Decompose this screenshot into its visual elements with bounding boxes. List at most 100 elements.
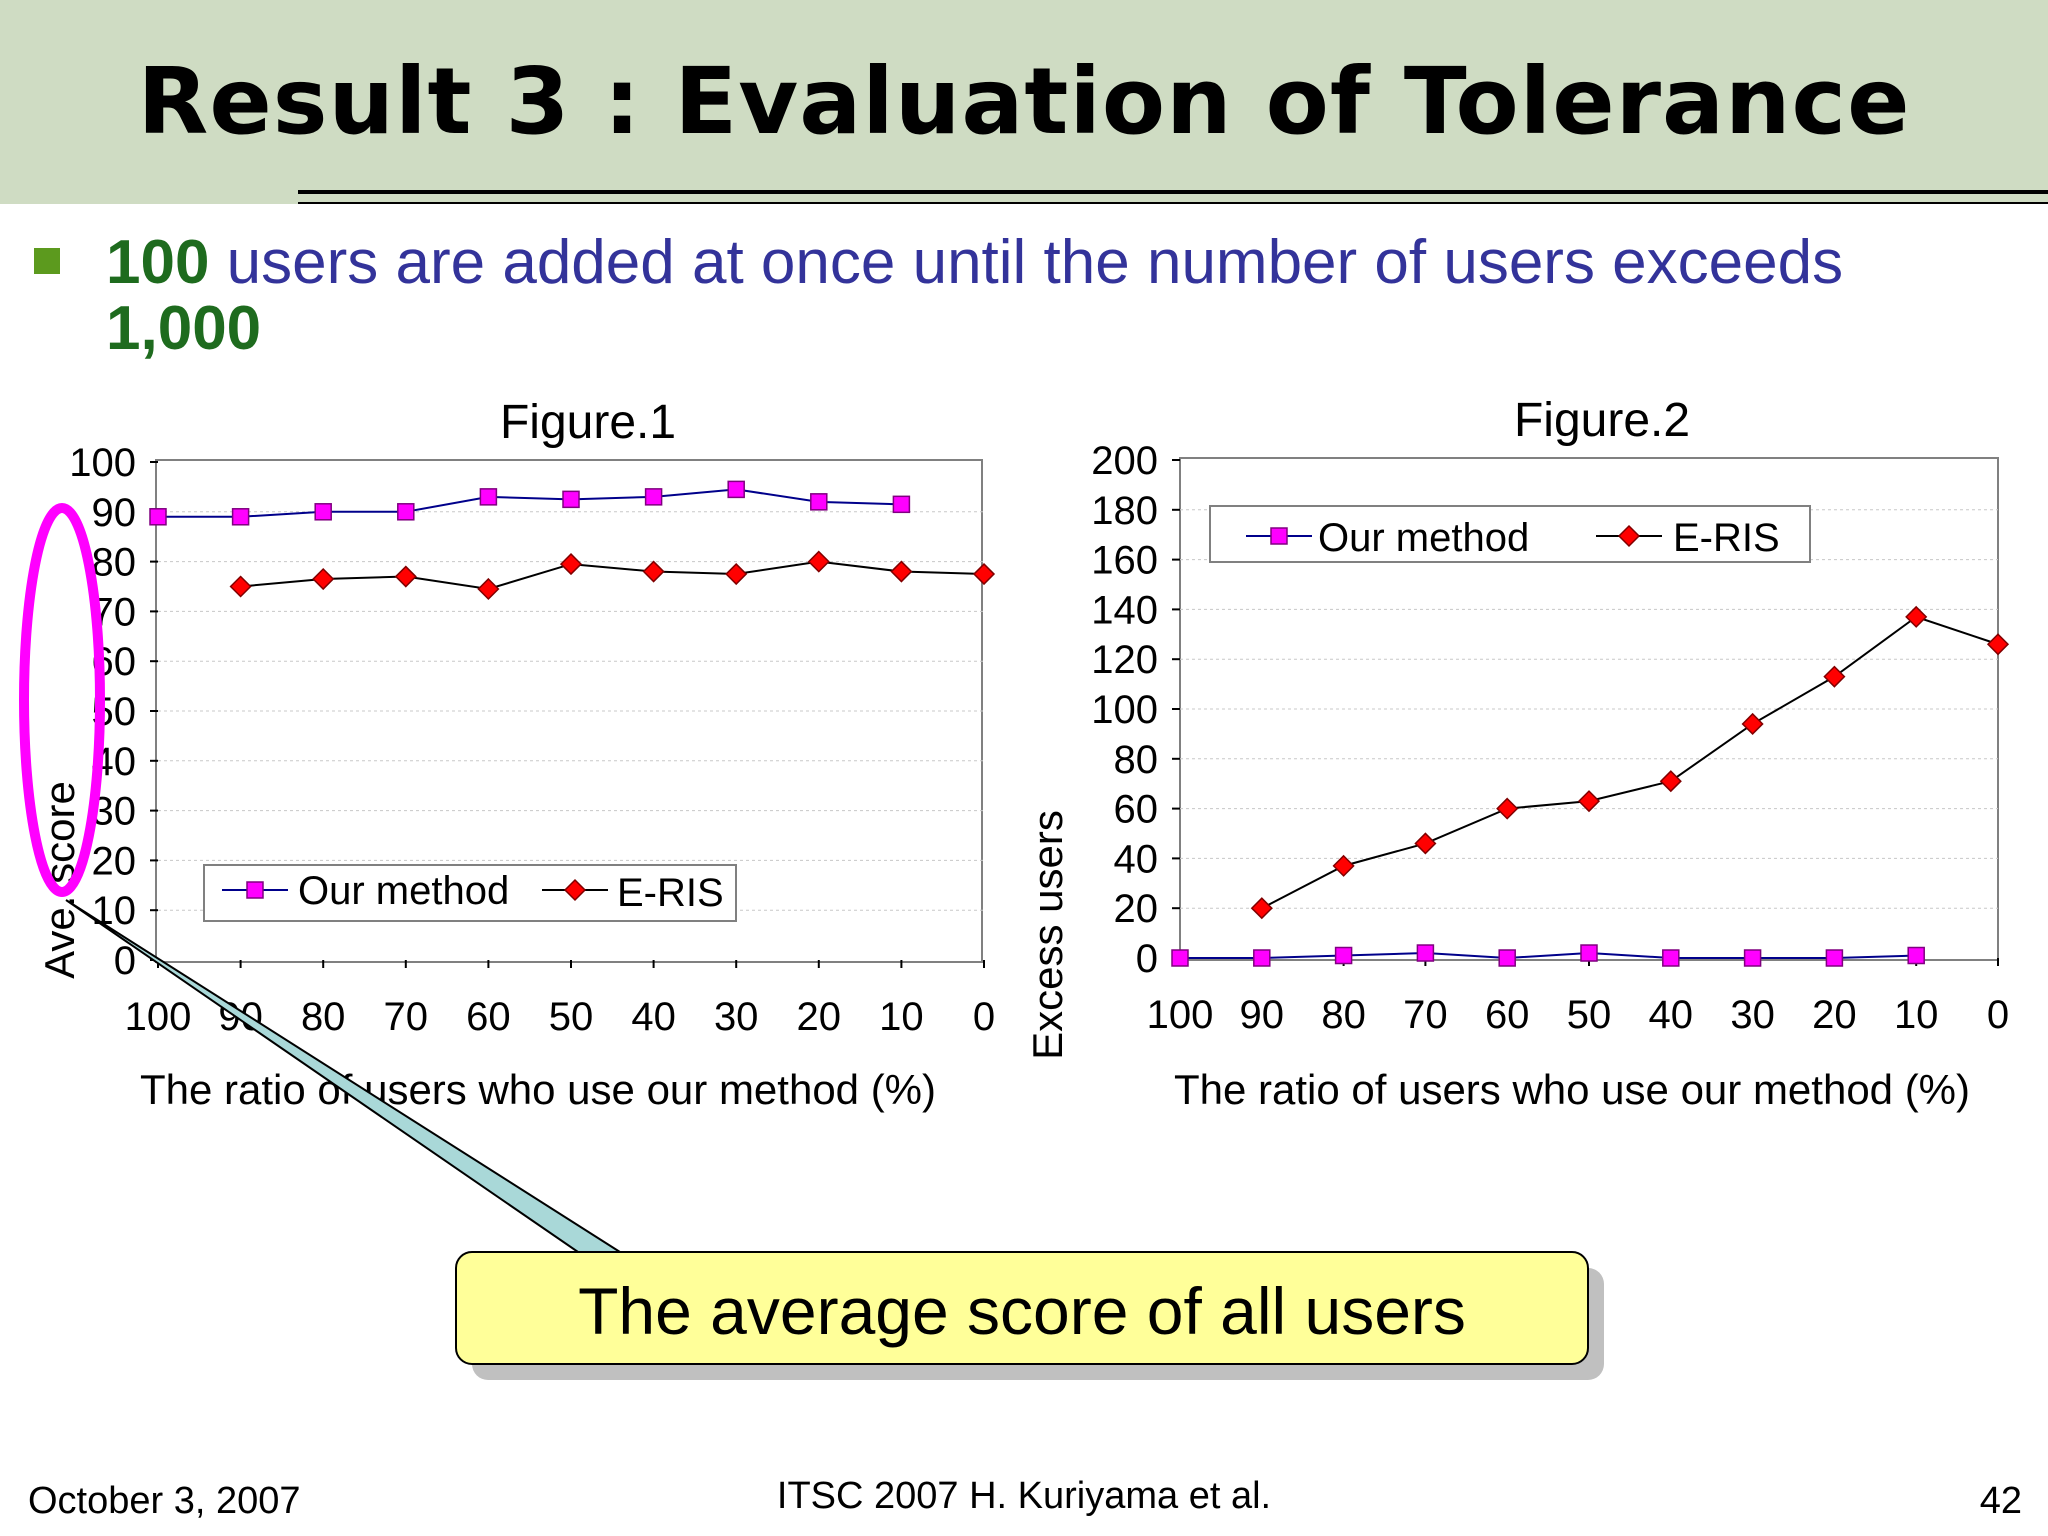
f2-y-tick-label: 120 (1091, 638, 1158, 682)
f1-eris-point (972, 562, 996, 586)
figure-2-legend: Our method E-RIS (1209, 505, 1811, 563)
figure-2-series (1171, 605, 2010, 967)
figure-2-legend-box (1209, 505, 1811, 563)
callout-box (455, 1251, 1589, 1365)
figure-2-title: Figure.2 (1514, 394, 1690, 447)
figure-1-legend-box (203, 864, 737, 922)
page-number: 42 (1979, 1480, 2022, 1522)
footer-author: ITSC 2007 H. Kuriyama et al. (776, 1475, 1272, 1517)
f2-x-tick-label: 70 (1403, 993, 1448, 1037)
figure-1-series (149, 480, 996, 601)
f1-our-method-point (231, 508, 250, 526)
f2-eris-point (1905, 605, 1928, 628)
f2-y-tick-label: 40 (1114, 837, 1159, 881)
f1-x-tick-label: 70 (384, 995, 429, 1039)
f1-y-tick-label: 90 (92, 491, 137, 535)
f2-eris-point (1659, 770, 1682, 793)
bullet-text: 100 users are added at once until the nu… (106, 230, 1966, 362)
title-rule-thin (298, 202, 2048, 204)
f2-our-method-line (1180, 952, 1917, 960)
figure-1-x-axis-label: The ratio of users who use our method (%… (140, 1066, 936, 1113)
f1-x-tick-label: 50 (549, 995, 594, 1039)
bullet-square-icon (34, 248, 60, 274)
slide-title: Result 3 : Evaluation of Tolerance (137, 48, 1911, 155)
f2-eris-point (1496, 797, 1519, 820)
f2-eris-point (1741, 712, 1764, 736)
f1-our-method-point (562, 490, 580, 509)
f1-x-tick-label: 20 (797, 995, 842, 1039)
footer-date: October 3, 2007 (28, 1480, 301, 1522)
f2-our-method-point (1825, 949, 1844, 967)
figure-1-legend-our-marker (246, 881, 264, 899)
f1-x-tick-label: 30 (714, 995, 759, 1039)
f2-our-method-point (1253, 949, 1271, 967)
figure-2-legend-our-label: Our method (1318, 516, 1529, 560)
f1-eris-line (240, 560, 985, 591)
figure-2-legend-eris-marker (1617, 524, 1641, 548)
f1-our-method-point (397, 503, 415, 521)
figure-2-y-axis-label: Excess users (1024, 810, 1071, 1060)
f1-our-method-point (727, 480, 745, 499)
f1-x-tick-label: 100 (125, 995, 192, 1039)
f1-x-tick-label: 10 (879, 995, 924, 1039)
figure-2-x-ticks: 100 90 80 70 60 50 40 30 20 10 0 (1147, 958, 2009, 1037)
f1-x-tick-label: 60 (466, 995, 511, 1039)
title-bar (0, 0, 2048, 204)
f2-x-tick-label: 50 (1567, 993, 1612, 1037)
f1-eris-point (642, 560, 665, 583)
f2-our-method-point (1416, 944, 1435, 962)
figure-1-legend-eris-marker (563, 878, 587, 902)
callout-text: The average score of all users (578, 1274, 1466, 1348)
bullet-number-100: 100 (106, 228, 210, 297)
f1-y-tick-label: 100 (69, 441, 136, 485)
figure-1-legend: Our method E-RIS (203, 864, 737, 922)
f1-y-tick-label: 80 (92, 541, 137, 585)
callout: The average score of all users (65, 899, 1604, 1380)
f2-x-tick-label: 30 (1730, 993, 1775, 1037)
f1-x-tick-label: 0 (973, 995, 995, 1039)
f2-x-tick-label: 90 (1240, 993, 1285, 1037)
figure-2-x-axis-label: The ratio of users who use our method (%… (1174, 1066, 1970, 1113)
f1-our-method-point (810, 493, 828, 511)
f1-eris-point (890, 560, 913, 583)
highlight-ellipse (19, 503, 105, 897)
bullet-number-1000: 1,000 (106, 294, 262, 363)
f1-our-method-point (644, 488, 663, 506)
f1-eris-point (394, 565, 417, 588)
f2-x-tick-label: 20 (1812, 993, 1857, 1037)
f2-eris-point (1414, 832, 1437, 855)
f2-our-method-point (1743, 949, 1762, 967)
f2-x-tick-label: 100 (1147, 993, 1214, 1037)
f1-our-method-point (314, 503, 332, 521)
figure-1-title: Figure.1 (500, 396, 676, 449)
f1-our-method-point (149, 508, 167, 526)
f1-x-tick-label: 40 (631, 995, 676, 1039)
figure-1-legend-eris-label: E-RIS (617, 871, 724, 915)
f1-eris-point (559, 553, 583, 576)
f2-y-tick-label: 180 (1091, 489, 1158, 533)
f1-our-method-point (479, 488, 498, 506)
f2-y-tick-label: 80 (1114, 738, 1159, 782)
f2-y-tick-label: 100 (1091, 688, 1158, 732)
f2-eris-point (1577, 790, 1601, 813)
f1-eris-point (312, 567, 335, 591)
f2-y-tick-label: 200 (1091, 439, 1158, 483)
f2-y-tick-label: 140 (1091, 588, 1158, 632)
f1-our-method-line (158, 488, 902, 518)
f2-eris-point (1250, 897, 1273, 920)
f2-our-method-point (1171, 949, 1189, 967)
f2-eris-line (1261, 615, 1999, 910)
f2-x-tick-label: 60 (1485, 993, 1530, 1037)
f2-x-tick-label: 40 (1649, 993, 1694, 1037)
f1-y-tick-label: 10 (92, 889, 137, 933)
f2-y-tick-label: 20 (1114, 887, 1159, 931)
f2-eris-point (1986, 633, 2010, 656)
f1-eris-point (477, 577, 500, 601)
f2-our-method-point (1498, 949, 1516, 967)
f2-our-method-point (1580, 944, 1598, 962)
f2-x-tick-label: 0 (1987, 993, 2009, 1037)
